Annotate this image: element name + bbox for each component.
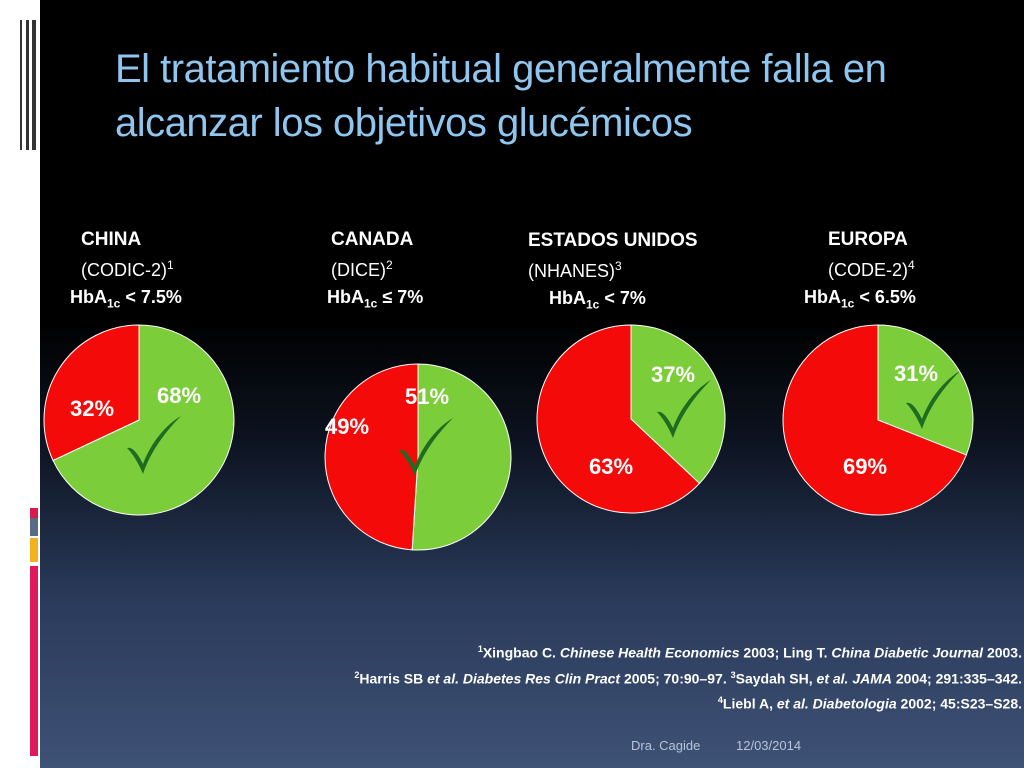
pie-slice-label: 68% <box>157 383 201 408</box>
footer-author: Dra. Cagide <box>631 738 701 753</box>
reference-line-3: 4Liebl A, et al. Diabetologia 2002; 45:S… <box>717 695 1022 712</box>
references: 1Xingbao C. Chinese Health Economics 200… <box>354 638 1022 715</box>
checkmark-icon <box>127 416 181 474</box>
pie-slice <box>43 324 140 462</box>
pie-slice-label: 63% <box>589 454 633 479</box>
pie-slice-label: 51% <box>405 384 449 409</box>
pie-slice <box>630 324 726 485</box>
study-label-usa: (NHANES)3 <box>528 259 622 281</box>
footer-date: 12/03/2014 <box>736 738 802 753</box>
pie-slice-label: 32% <box>70 396 114 421</box>
target-label-usa: HbA1c < 7% <box>549 288 646 312</box>
pie-slice <box>782 324 967 516</box>
reference-line-2: 2Harris SB et al. Diabetes Res Clin Prac… <box>354 669 1022 687</box>
pie-slice-label: 49% <box>325 414 369 439</box>
page-title: El tratamiento habitual generalmente fal… <box>115 42 995 150</box>
accent-strip-yellow <box>30 538 38 562</box>
reference-line-1: 1Xingbao C. Chinese Health Economics 200… <box>477 644 1022 661</box>
study-label-europe: (CODE-2)4 <box>828 258 915 280</box>
pie-slice <box>411 363 512 551</box>
accent-strip-gray <box>30 518 38 536</box>
accent-strip-magenta <box>30 566 38 756</box>
divider-line <box>20 20 22 150</box>
divider-line <box>26 20 29 150</box>
pie-slice <box>52 324 235 516</box>
checkmark-icon <box>906 371 960 429</box>
pie-slice-label: 31% <box>894 361 938 386</box>
checkmark-icon <box>657 380 711 438</box>
pie-slice <box>324 363 419 551</box>
pie-slice-label: 69% <box>843 454 887 479</box>
pie-slice <box>877 324 974 456</box>
region-label-china: CHINA <box>81 229 142 250</box>
pie-slice-label: 37% <box>651 362 695 387</box>
title-line-2: alcanzar los objetivos glucémicos <box>115 101 693 145</box>
region-label-canada: CANADA <box>331 229 414 250</box>
target-label-europe: HbA1c < 6.5% <box>804 287 916 311</box>
region-label-usa: ESTADOS UNIDOS <box>528 230 698 251</box>
study-label-china: (CODIC-2)1 <box>81 258 174 280</box>
title-line-1: El tratamiento habitual generalmente fal… <box>115 47 887 91</box>
target-label-canada: HbA1c ≤ 7% <box>327 287 424 311</box>
target-label-china: HbA1c < 7.5% <box>70 287 182 311</box>
divider-line <box>32 20 36 150</box>
pie-slice <box>536 324 701 514</box>
checkmark-icon <box>399 418 453 476</box>
study-label-canada: (DICE)2 <box>331 258 393 280</box>
accent-strip-red <box>30 508 38 518</box>
region-label-europe: EUROPA <box>828 229 908 250</box>
